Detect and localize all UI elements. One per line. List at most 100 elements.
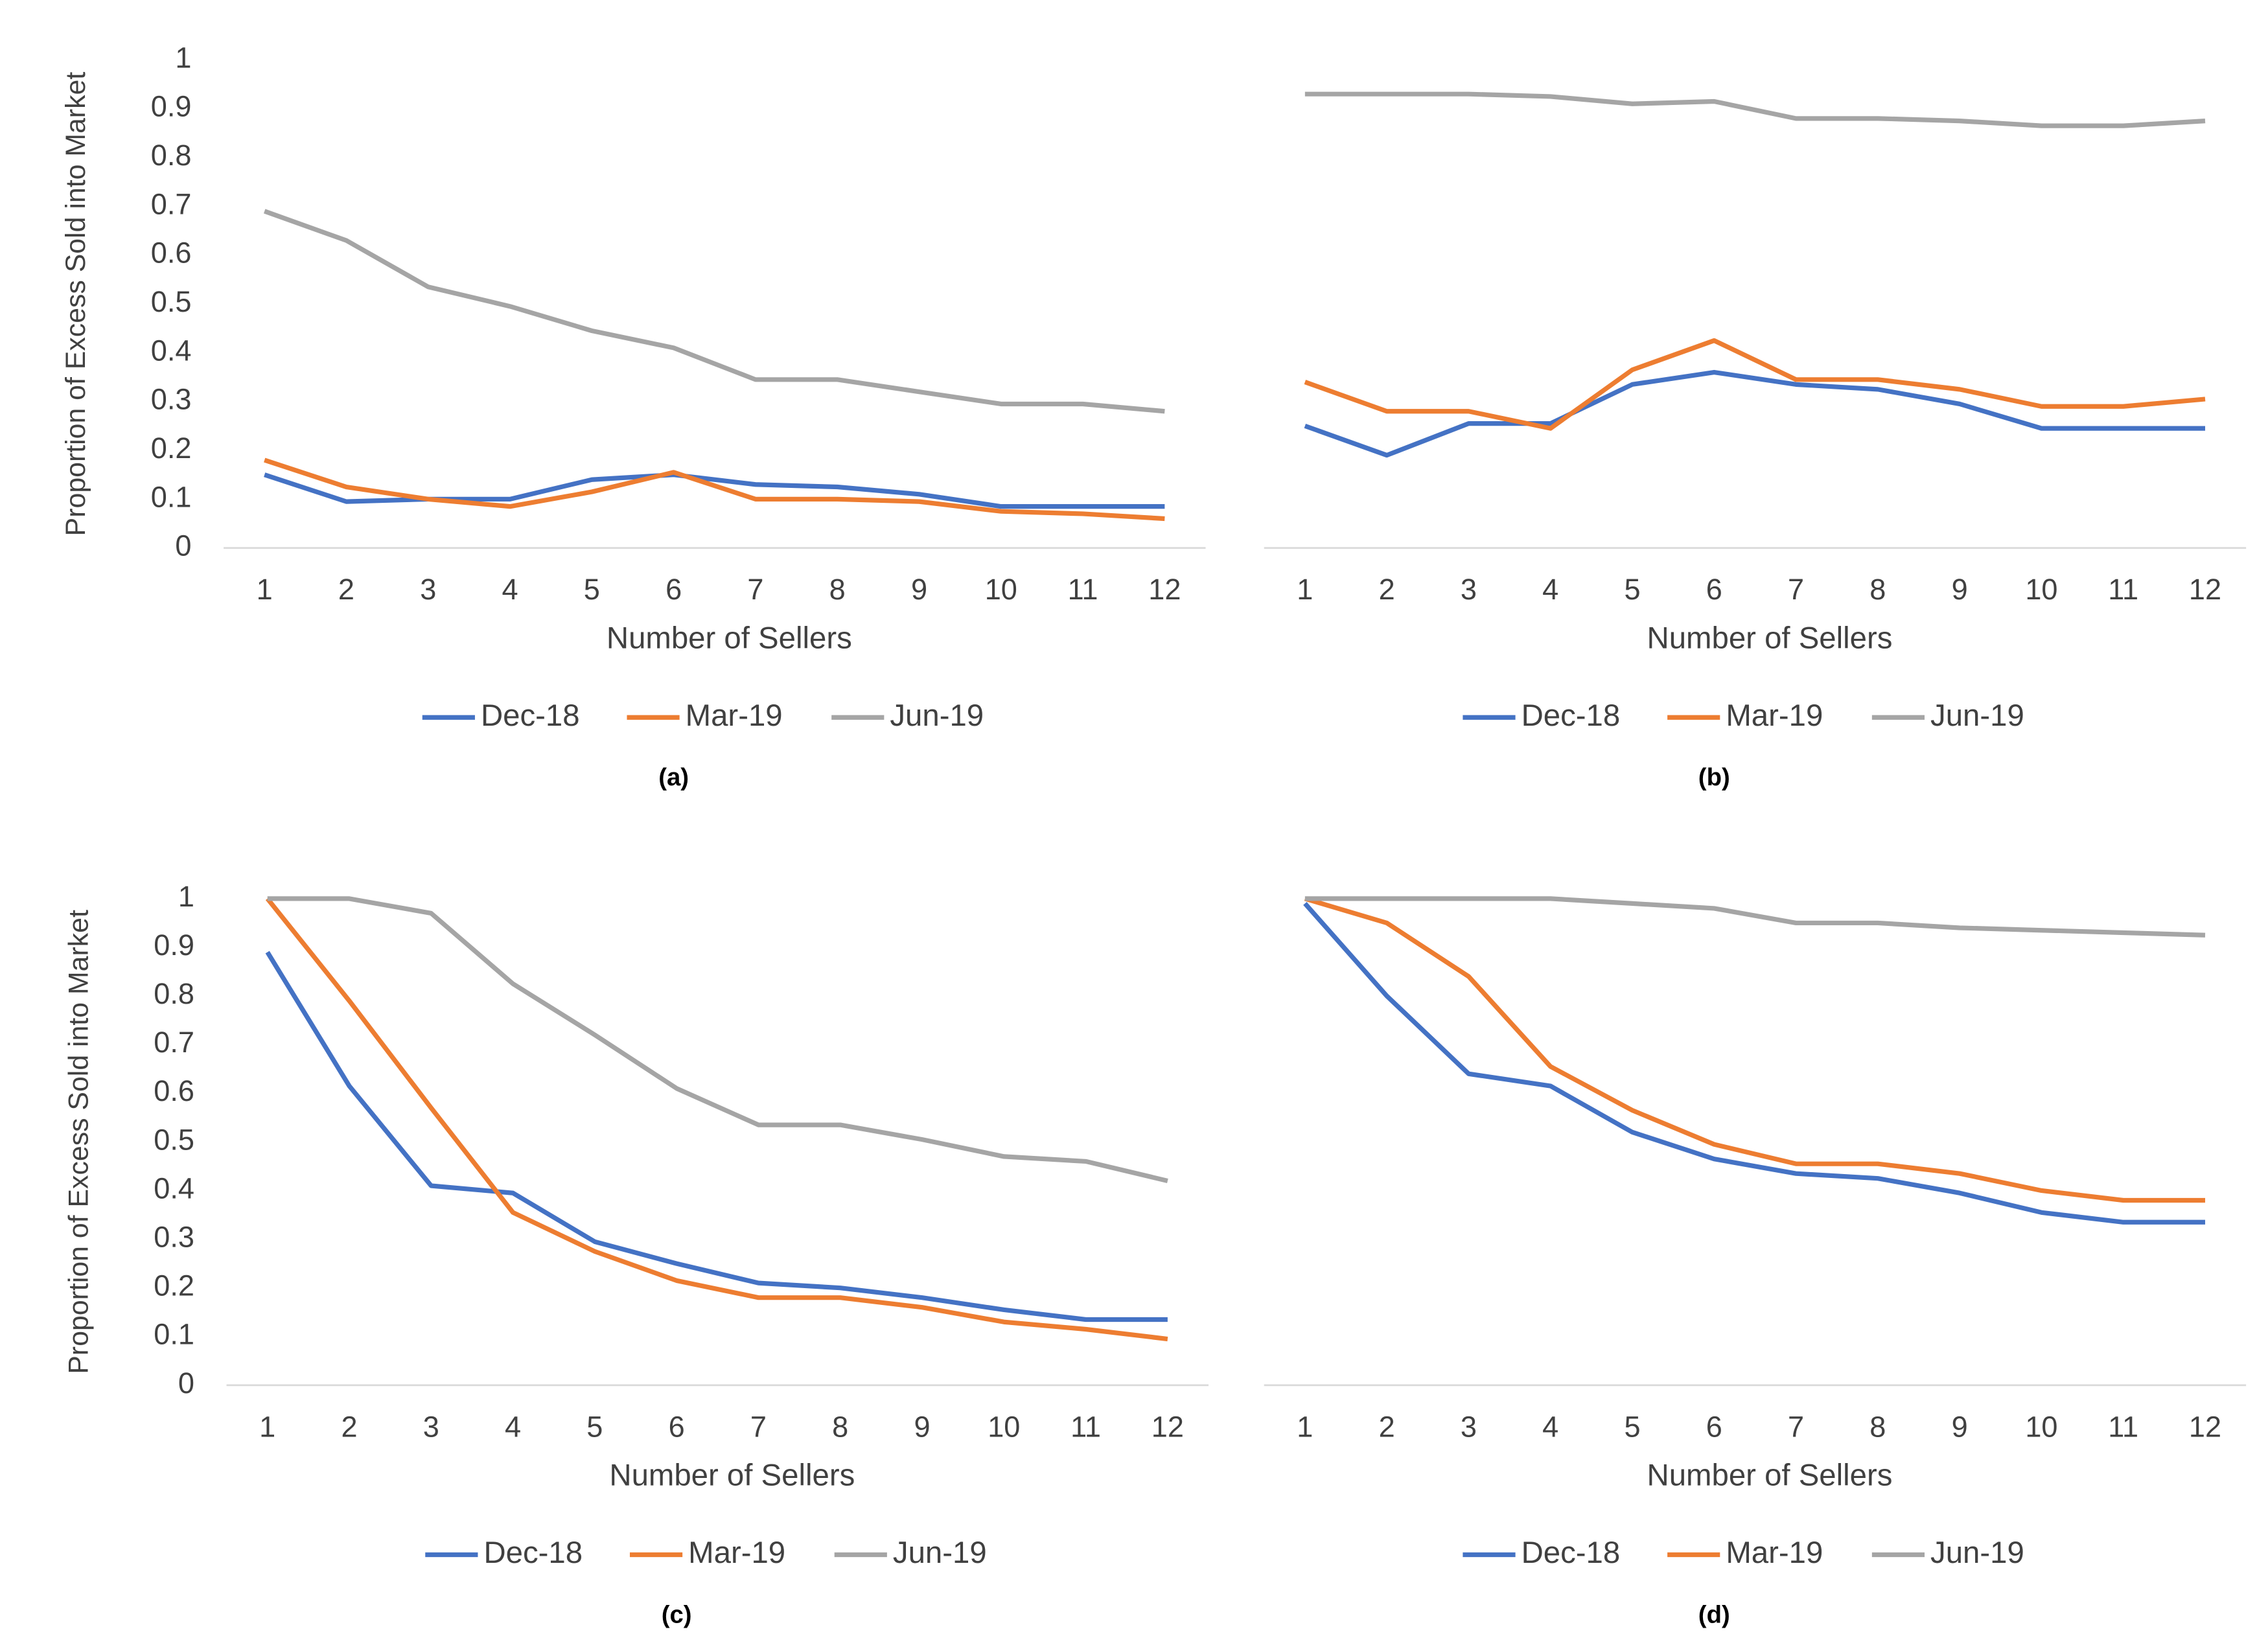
legend-label: Mar-19 (686, 698, 783, 733)
x-tick-label: 5 (584, 573, 600, 606)
y-tick-label: 0.1 (154, 1318, 194, 1351)
x-tick-label: 1 (1297, 573, 1313, 606)
y-tick-label: 0.4 (154, 1171, 194, 1205)
x-tick-label: 6 (669, 1410, 685, 1443)
x-tick-label: 8 (1869, 1410, 1886, 1443)
legend-label: Dec-18 (481, 698, 580, 733)
series-line (1304, 896, 2206, 938)
x-tick-label: 5 (1624, 573, 1640, 606)
legend-label: Mar-19 (1726, 698, 1823, 733)
y-axis-title: Proportion of Excess Sold into Market (63, 910, 94, 1374)
y-tick-label: 0.9 (151, 90, 192, 123)
x-tick-label: 10 (2025, 1410, 2057, 1443)
x-tick-label: 1 (259, 1410, 275, 1443)
y-tick-label: 1 (178, 880, 194, 913)
series-line (267, 896, 1168, 1183)
y-tick-label: 0.5 (151, 285, 192, 318)
x-tick-label: 9 (1952, 573, 1968, 606)
x-tick-label: 2 (1379, 1410, 1395, 1443)
legend-label: Jun-19 (890, 698, 984, 733)
x-tick-label: 7 (747, 573, 763, 606)
x-tick-label: 8 (832, 1410, 848, 1443)
x-tick-label: 5 (1624, 1410, 1640, 1443)
series-line (264, 472, 1165, 509)
x-tick-label: 10 (985, 573, 1017, 606)
y-tick-label: 0.2 (151, 432, 192, 465)
x-tick-label: 4 (502, 573, 518, 606)
x-tick-label: 5 (586, 1410, 603, 1443)
y-tick-label: 0.4 (151, 334, 192, 367)
x-tick-label: 2 (338, 573, 354, 606)
y-tick-label: 0.6 (151, 236, 192, 270)
caption: (c) (662, 1600, 692, 1628)
legend-label: Mar-19 (688, 1536, 785, 1570)
series-line (1303, 902, 2206, 1225)
legend-label: Dec-18 (1522, 698, 1621, 733)
x-tick-label: 7 (1788, 1410, 1804, 1443)
y-tick-label: 0.6 (154, 1074, 194, 1107)
x-tick-label: 4 (505, 1410, 521, 1443)
legend-label: Jun-19 (1930, 1536, 2024, 1570)
x-tick-label: 12 (2189, 1410, 2221, 1443)
y-tick-label: 0.7 (151, 187, 192, 220)
x-tick-label: 12 (2189, 573, 2221, 606)
series-line (1304, 369, 2206, 458)
legend-label: Mar-19 (1726, 1536, 1823, 1570)
y-tick-label: 0 (178, 1367, 194, 1400)
x-tick-label: 3 (420, 573, 436, 606)
x-tick-label: 8 (829, 573, 846, 606)
series-line (1304, 896, 2206, 1203)
series-line (263, 209, 1165, 414)
legend-label: Dec-18 (1522, 1536, 1621, 1570)
x-tick-label: 9 (1952, 1410, 1968, 1443)
y-tick-label: 0.1 (151, 480, 192, 513)
x-tick-label: 12 (1148, 573, 1181, 606)
x-tick-label: 3 (1461, 1410, 1477, 1443)
x-tick-label: 12 (1151, 1410, 1184, 1443)
legend-label: Jun-19 (893, 1536, 987, 1570)
y-tick-label: 0.5 (154, 1123, 194, 1156)
x-tick-label: 4 (1542, 1410, 1558, 1443)
series-line (264, 457, 1165, 522)
x-tick-label: 3 (423, 1410, 439, 1443)
y-tick-label: 0.3 (151, 383, 192, 416)
y-tick-label: 0.9 (154, 929, 194, 962)
x-tick-label: 7 (750, 1410, 767, 1443)
x-axis-title: Number of Sellers (1647, 1458, 1893, 1492)
x-tick-label: 2 (1379, 573, 1395, 606)
series-line (1304, 91, 2206, 128)
x-tick-label: 11 (1070, 1410, 1101, 1443)
y-tick-label: 0.7 (154, 1026, 194, 1059)
x-tick-label: 11 (1068, 573, 1098, 606)
series-line (1304, 338, 2206, 431)
x-tick-label: 4 (1542, 573, 1558, 606)
legend-label: Dec-18 (483, 1536, 583, 1570)
x-tick-label: 8 (1869, 573, 1886, 606)
y-tick-label: 0 (175, 529, 191, 562)
x-tick-label: 9 (914, 1410, 930, 1443)
x-tick-label: 7 (1788, 573, 1804, 606)
x-tick-label: 10 (2025, 573, 2057, 606)
caption: (d) (1698, 1600, 1730, 1628)
legend-label: Jun-19 (1930, 698, 2024, 733)
x-tick-label: 11 (2108, 1410, 2138, 1443)
series-line (265, 897, 1168, 1342)
y-tick-label: 0.3 (154, 1220, 194, 1253)
y-tick-label: 0.2 (154, 1269, 194, 1302)
caption: (b) (1698, 763, 1730, 791)
x-tick-label: 11 (2108, 573, 2138, 606)
x-tick-label: 2 (341, 1410, 357, 1443)
x-tick-label: 3 (1461, 573, 1477, 606)
x-axis-title: Number of Sellers (1647, 621, 1893, 655)
x-tick-label: 1 (1297, 1410, 1313, 1443)
x-tick-label: 6 (665, 573, 682, 606)
x-axis-title: Number of Sellers (607, 621, 852, 655)
x-tick-label: 6 (1706, 573, 1722, 606)
x-tick-label: 6 (1706, 1410, 1722, 1443)
y-tick-label: 1 (175, 41, 191, 74)
y-tick-label: 0.8 (151, 139, 192, 172)
x-tick-label: 10 (988, 1410, 1020, 1443)
y-tick-label: 0.8 (154, 977, 194, 1010)
